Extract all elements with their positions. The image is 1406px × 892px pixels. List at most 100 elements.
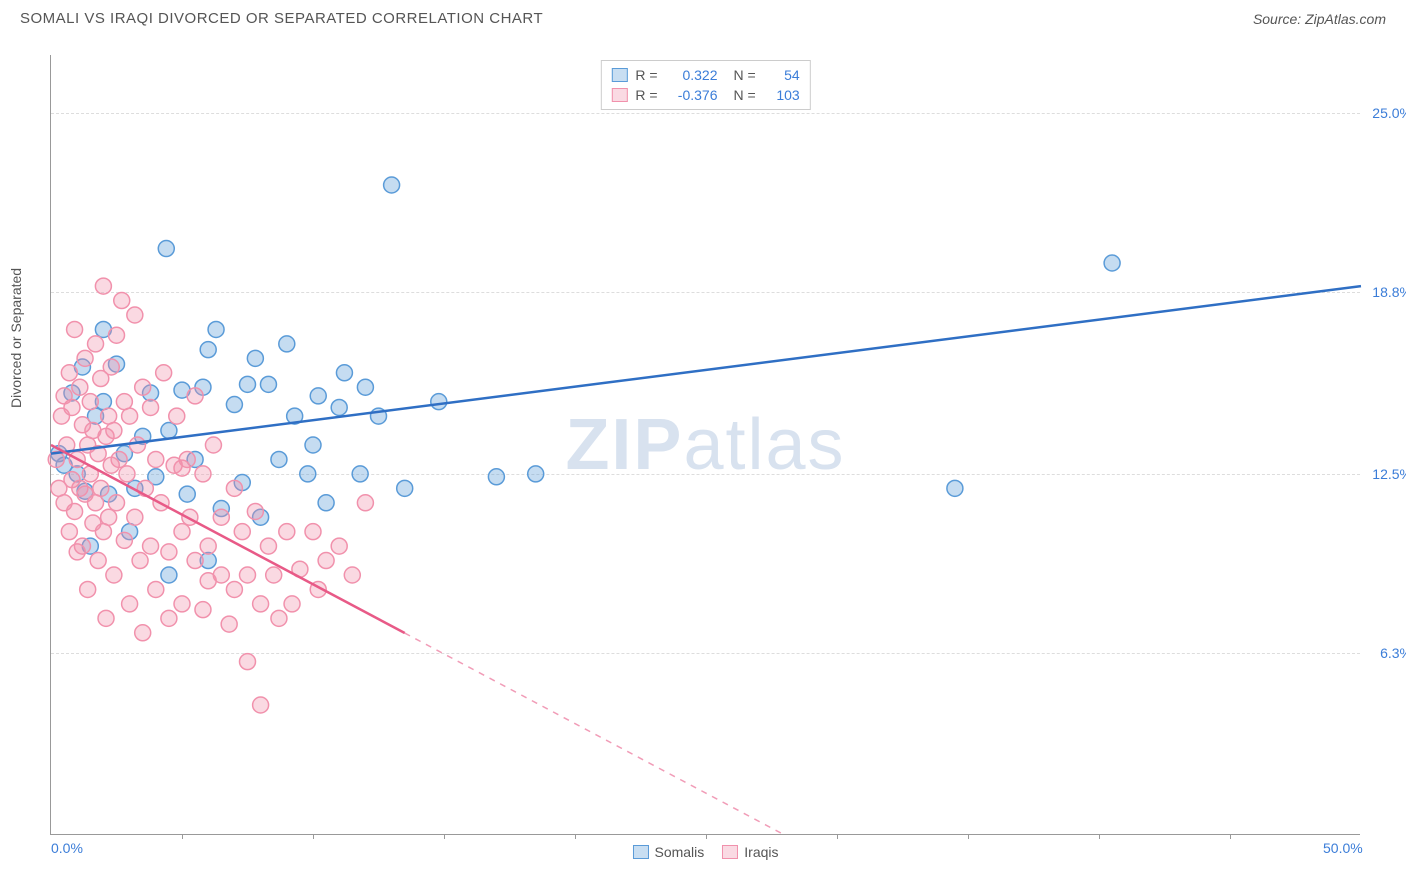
- x-tick: [313, 834, 314, 839]
- legend-series-label: Somalis: [654, 844, 704, 860]
- data-point: [247, 350, 263, 366]
- trend-line-extrapolated: [405, 633, 785, 835]
- data-point: [161, 544, 177, 560]
- y-axis-label: Divorced or Separated: [8, 268, 24, 408]
- data-point: [195, 602, 211, 618]
- data-point: [116, 532, 132, 548]
- legend-swatch: [632, 845, 648, 859]
- data-point: [305, 524, 321, 540]
- data-point: [300, 466, 316, 482]
- data-point: [161, 567, 177, 583]
- data-point: [318, 553, 334, 569]
- data-point: [266, 567, 282, 583]
- data-point: [135, 625, 151, 641]
- data-point: [528, 466, 544, 482]
- x-tick: [182, 834, 183, 839]
- data-point: [247, 503, 263, 519]
- data-point: [95, 278, 111, 294]
- data-point: [111, 451, 127, 467]
- data-point: [174, 460, 190, 476]
- data-point: [200, 538, 216, 554]
- x-tick: [1230, 834, 1231, 839]
- y-tick-label: 6.3%: [1380, 645, 1406, 661]
- data-point: [109, 495, 125, 511]
- n-value: 103: [764, 87, 800, 103]
- data-point: [187, 553, 203, 569]
- data-point: [174, 596, 190, 612]
- data-point: [271, 451, 287, 467]
- scatter-plot-svg: [51, 55, 1360, 834]
- data-point: [67, 321, 83, 337]
- data-point: [234, 524, 250, 540]
- data-point: [156, 365, 172, 381]
- data-point: [95, 524, 111, 540]
- data-point: [336, 365, 352, 381]
- data-point: [98, 610, 114, 626]
- data-point: [129, 437, 145, 453]
- data-point: [240, 567, 256, 583]
- data-point: [148, 451, 164, 467]
- data-point: [174, 524, 190, 540]
- data-point: [143, 538, 159, 554]
- y-tick-label: 25.0%: [1372, 105, 1406, 121]
- data-point: [74, 538, 90, 554]
- data-point: [1104, 255, 1120, 271]
- data-point: [80, 581, 96, 597]
- data-point: [64, 399, 80, 415]
- data-point: [318, 495, 334, 511]
- data-point: [143, 399, 159, 415]
- data-point: [226, 480, 242, 496]
- data-point: [132, 553, 148, 569]
- legend-swatch: [611, 68, 627, 82]
- data-point: [61, 365, 77, 381]
- data-point: [305, 437, 321, 453]
- data-point: [284, 596, 300, 612]
- correlation-legend: R =0.322N =54R =-0.376N =103: [600, 60, 810, 110]
- data-point: [226, 581, 242, 597]
- data-point: [213, 567, 229, 583]
- series-legend: Somalis Iraqis: [632, 844, 778, 860]
- data-point: [179, 486, 195, 502]
- data-point: [122, 408, 138, 424]
- chart-plot-area: ZIPatlas 6.3%12.5%18.8%25.0% R =0.322N =…: [50, 55, 1360, 835]
- legend-swatch: [722, 845, 738, 859]
- data-point: [208, 321, 224, 337]
- data-point: [279, 524, 295, 540]
- data-point: [72, 379, 88, 395]
- data-point: [331, 538, 347, 554]
- data-point: [253, 596, 269, 612]
- data-point: [226, 397, 242, 413]
- data-point: [352, 466, 368, 482]
- data-point: [161, 423, 177, 439]
- data-point: [260, 538, 276, 554]
- data-point: [116, 394, 132, 410]
- data-point: [106, 567, 122, 583]
- data-point: [169, 408, 185, 424]
- r-value: -0.376: [666, 87, 718, 103]
- data-point: [221, 616, 237, 632]
- data-point: [148, 581, 164, 597]
- data-point: [88, 336, 104, 352]
- data-point: [114, 293, 130, 309]
- trend-line: [51, 286, 1361, 454]
- data-point: [127, 307, 143, 323]
- r-label: R =: [635, 67, 657, 83]
- data-point: [357, 379, 373, 395]
- data-point: [384, 177, 400, 193]
- data-point: [103, 359, 119, 375]
- data-point: [119, 466, 135, 482]
- data-point: [240, 376, 256, 392]
- x-tick: [837, 834, 838, 839]
- legend-series-item: Somalis: [632, 844, 704, 860]
- data-point: [357, 495, 373, 511]
- data-point: [93, 480, 109, 496]
- data-point: [240, 654, 256, 670]
- data-point: [431, 394, 447, 410]
- data-point: [106, 423, 122, 439]
- data-point: [88, 495, 104, 511]
- data-point: [127, 509, 143, 525]
- data-point: [205, 437, 221, 453]
- data-point: [109, 327, 125, 343]
- legend-stat-row: R =-0.376N =103: [611, 85, 799, 105]
- legend-series-item: Iraqis: [722, 844, 778, 860]
